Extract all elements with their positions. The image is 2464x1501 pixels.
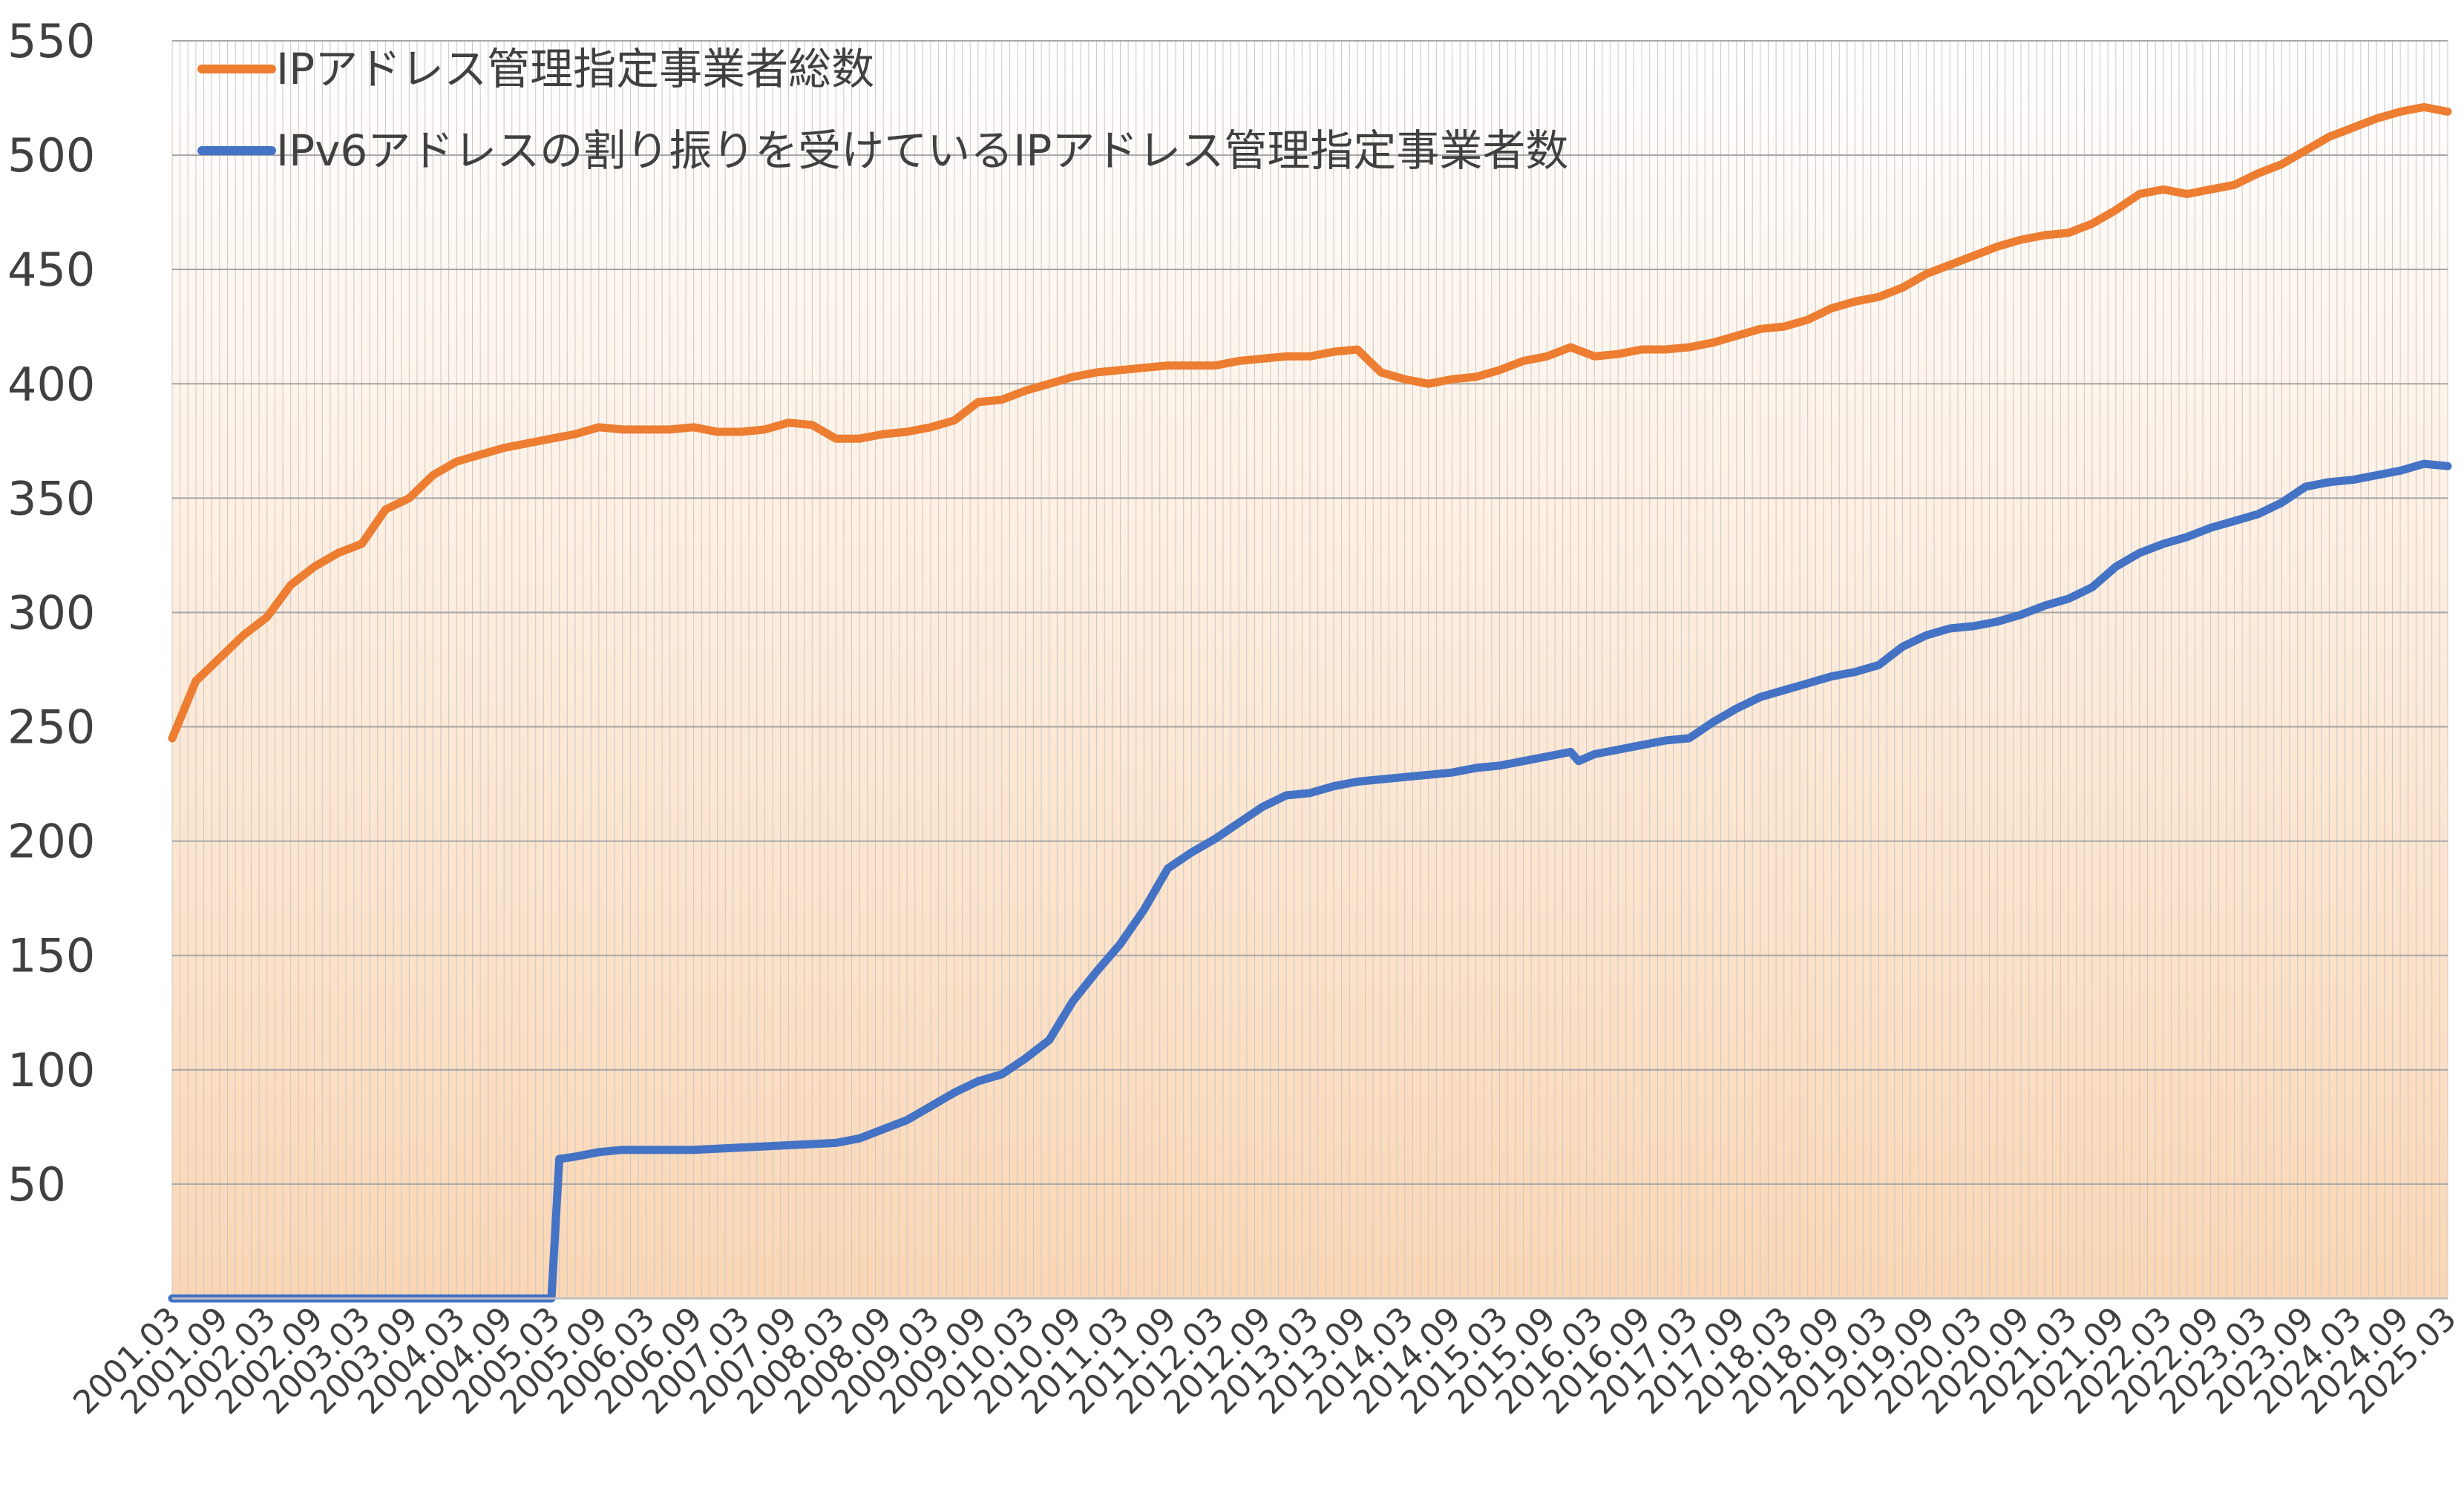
y-tick-label: 100	[7, 1043, 95, 1097]
series-lines	[168, 102, 2452, 1303]
y-tick-label: 300	[7, 585, 95, 640]
x-axis-tick-labels: 2001.032001.092002.032002.092003.032003.…	[66, 1300, 2464, 1422]
legend-label-1: IPアドレス管理指定事業者総数	[276, 44, 874, 94]
series-line-2	[168, 459, 2452, 1303]
y-tick-label: 500	[7, 128, 95, 183]
legend-label-2: IPv6アドレスの割り振りを受けているIPアドレス管理指定事業者数	[276, 125, 1568, 176]
y-tick-label: 200	[7, 815, 95, 869]
horizontal-gridlines	[172, 40, 2448, 1185]
y-tick-label: 450	[7, 243, 95, 297]
series-line-1	[168, 102, 2452, 743]
y-tick-label: 250	[7, 700, 95, 755]
y-tick-label: 350	[7, 471, 95, 525]
y-tick-label: 550	[7, 14, 95, 68]
y-axis-tick-labels: 50 100 150 200 250 300 350 400 450 500 550	[7, 14, 95, 1212]
y-tick-label: 150	[7, 929, 95, 983]
vertical-gridlines	[171, 41, 2448, 1298]
y-tick-label: 50	[7, 1157, 66, 1212]
y-tick-label: 400	[7, 357, 95, 411]
legend: IPアドレス管理指定事業者総数 IPv6アドレスの割り振りを受けているIPアドレス…	[197, 44, 1568, 176]
